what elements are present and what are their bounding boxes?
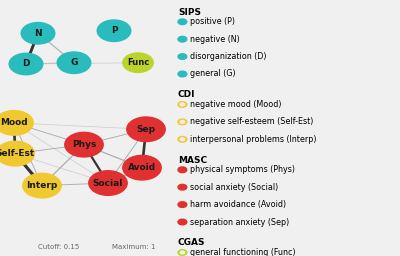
Text: general functioning (Func): general functioning (Func)	[190, 248, 296, 256]
Circle shape	[178, 184, 187, 190]
Text: negative (N): negative (N)	[190, 35, 240, 44]
Circle shape	[178, 54, 187, 59]
Text: general (G): general (G)	[190, 69, 236, 79]
Circle shape	[178, 71, 187, 77]
Circle shape	[97, 20, 131, 41]
Circle shape	[89, 171, 127, 195]
Text: CDI: CDI	[178, 90, 196, 99]
Text: physical symptoms (Phys): physical symptoms (Phys)	[190, 165, 295, 174]
Circle shape	[9, 53, 43, 75]
Circle shape	[178, 119, 187, 125]
Text: separation anxiety (Sep): separation anxiety (Sep)	[190, 218, 290, 227]
Circle shape	[180, 138, 185, 141]
Text: Cutoff: 0.15: Cutoff: 0.15	[38, 244, 79, 250]
Text: Func: Func	[127, 58, 149, 67]
Circle shape	[65, 132, 103, 157]
Circle shape	[178, 136, 187, 142]
Circle shape	[178, 167, 187, 173]
Text: MASC: MASC	[178, 156, 207, 165]
Text: Self-Est: Self-Est	[0, 149, 35, 158]
Text: N: N	[34, 29, 42, 38]
Circle shape	[178, 102, 187, 107]
Circle shape	[178, 202, 187, 207]
Text: Maximum: 1: Maximum: 1	[112, 244, 156, 250]
Circle shape	[180, 103, 185, 106]
Circle shape	[123, 53, 153, 72]
Circle shape	[23, 173, 61, 198]
Circle shape	[178, 219, 187, 225]
Circle shape	[178, 36, 187, 42]
Text: Social: Social	[93, 178, 123, 188]
Circle shape	[0, 111, 33, 135]
Circle shape	[178, 250, 187, 255]
Text: Mood: Mood	[0, 118, 28, 127]
Text: negative mood (Mood): negative mood (Mood)	[190, 100, 282, 109]
Text: harm avoidance (Avoid): harm avoidance (Avoid)	[190, 200, 286, 209]
Text: Phys: Phys	[72, 140, 96, 149]
Circle shape	[180, 121, 185, 123]
Text: negative self-esteem (Self-Est): negative self-esteem (Self-Est)	[190, 118, 314, 126]
Text: D: D	[22, 59, 30, 69]
Text: P: P	[111, 26, 117, 35]
Circle shape	[21, 23, 55, 44]
Text: Interp: Interp	[26, 181, 58, 190]
Text: disorganization (D): disorganization (D)	[190, 52, 267, 61]
Text: Avoid: Avoid	[128, 163, 156, 172]
Text: CGAS: CGAS	[178, 238, 206, 247]
Circle shape	[180, 251, 185, 254]
Circle shape	[0, 141, 34, 166]
Text: interpersonal problems (Interp): interpersonal problems (Interp)	[190, 135, 317, 144]
Circle shape	[127, 117, 165, 142]
Circle shape	[57, 52, 91, 73]
Text: G: G	[70, 58, 78, 67]
Text: Sep: Sep	[136, 125, 156, 134]
Text: SIPS: SIPS	[178, 8, 201, 17]
Text: social anxiety (Social): social anxiety (Social)	[190, 183, 278, 192]
Circle shape	[123, 155, 161, 180]
Circle shape	[178, 19, 187, 25]
Text: positive (P): positive (P)	[190, 17, 235, 26]
